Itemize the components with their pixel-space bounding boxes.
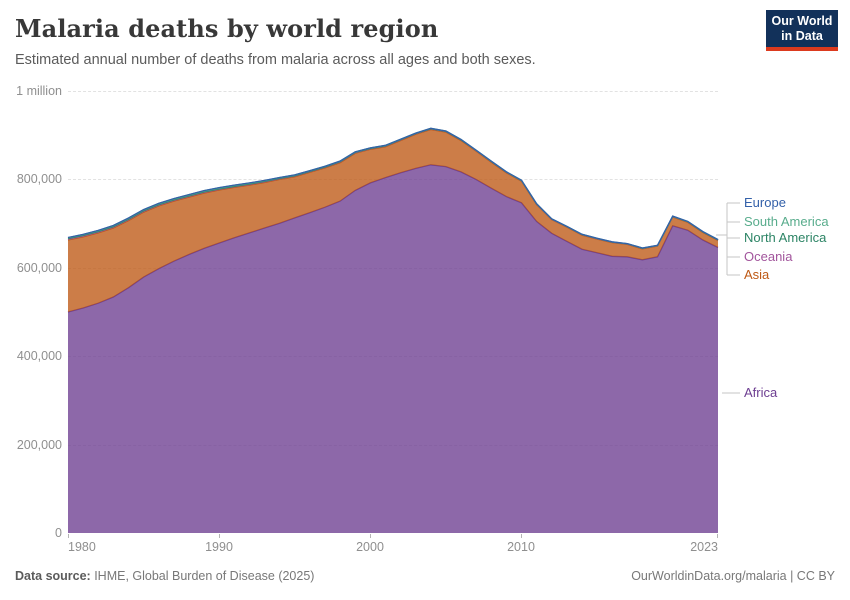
- y-tick-label-1m: 1 million: [16, 84, 62, 98]
- page-title: Malaria deaths by world region: [15, 14, 439, 43]
- legend-item-south-america[interactable]: South America: [744, 214, 829, 229]
- license-label: CC BY: [796, 569, 835, 583]
- area-asia[interactable]: [68, 129, 718, 313]
- x-tick-label-2010: 2010: [507, 540, 535, 554]
- chart-subtitle: Estimated annual number of deaths from m…: [15, 52, 536, 68]
- data-source-label: Data source:: [15, 569, 91, 583]
- x-tick-label-1990: 1990: [205, 540, 233, 554]
- legend-item-north-america[interactable]: North America: [744, 230, 827, 245]
- x-tick-1990: [219, 534, 220, 538]
- x-tick-1980: [68, 534, 69, 538]
- gridline-1m: [68, 91, 718, 92]
- y-tick-label-600k: 600,000: [16, 261, 62, 275]
- y-tick-label-200k: 200,000: [16, 438, 62, 452]
- x-tick-2000: [370, 534, 371, 538]
- x-tick-2023: [717, 534, 718, 538]
- footer-separator: |: [786, 569, 797, 583]
- legend-item-africa[interactable]: Africa: [744, 385, 778, 400]
- data-source-text: IHME, Global Burden of Disease (2025): [90, 569, 315, 583]
- data-source-note: Data source: IHME, Global Burden of Dise…: [15, 569, 314, 583]
- y-tick-label-0: 0: [55, 526, 62, 540]
- owid-logo[interactable]: Our World in Data: [766, 10, 838, 51]
- legend-item-oceania[interactable]: Oceania: [744, 249, 793, 264]
- footer-credit: OurWorldinData.org/malaria | CC BY: [631, 569, 835, 583]
- x-tick-label-2000: 2000: [356, 540, 384, 554]
- y-tick-label-400k: 400,000: [16, 349, 62, 363]
- x-tick-label-2023: 2023: [690, 540, 718, 554]
- owid-logo-box: Our World in Data: [766, 10, 838, 47]
- edge-line-europe: [67, 127, 719, 249]
- legend-item-europe[interactable]: Europe: [744, 195, 786, 210]
- x-tick-2010: [521, 534, 522, 538]
- legend-item-asia[interactable]: Asia: [744, 267, 770, 282]
- owid-url-link[interactable]: OurWorldinData.org/malaria: [631, 569, 787, 583]
- owid-logo-line2: in Data: [781, 29, 823, 43]
- stacked-area-plot[interactable]: [67, 91, 719, 534]
- area-africa[interactable]: [68, 164, 718, 534]
- owid-logo-line1: Our World: [771, 14, 833, 28]
- y-tick-label-800k: 800,000: [16, 172, 62, 186]
- owid-logo-accent-bar: [766, 47, 838, 51]
- x-tick-label-1980: 1980: [68, 540, 96, 554]
- legend-connector-lines: [716, 202, 740, 394]
